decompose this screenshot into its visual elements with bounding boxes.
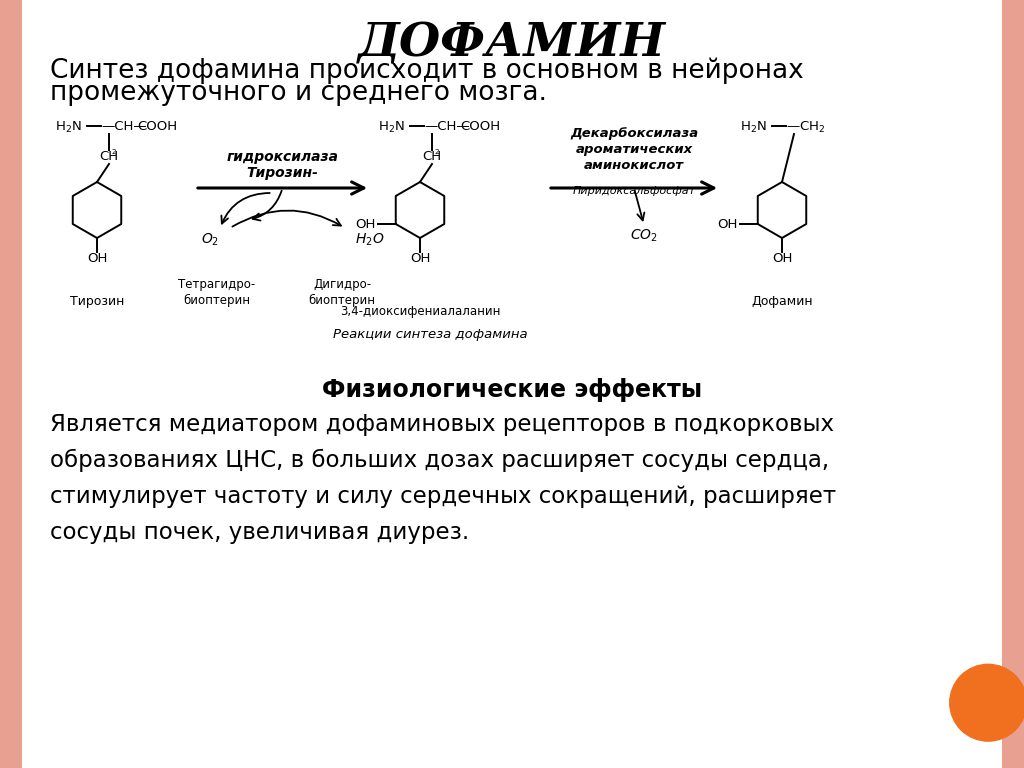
Text: Дигидро-
биоптерин: Дигидро- биоптерин xyxy=(308,278,376,307)
Text: ароматических: ароматических xyxy=(575,143,692,156)
Text: промежуточного и среднего мозга.: промежуточного и среднего мозга. xyxy=(50,80,547,106)
Text: OH: OH xyxy=(355,217,376,230)
Text: CH: CH xyxy=(99,150,118,163)
Text: Синтез дофамина происходит в основном в нейронах: Синтез дофамина происходит в основном в … xyxy=(50,58,804,84)
Text: образованиях ЦНС, в больших дозах расширяет сосуды сердца,: образованиях ЦНС, в больших дозах расшир… xyxy=(50,449,829,472)
Bar xyxy=(1002,0,1024,768)
Text: стимулирует частоту и силу сердечных сокращений, расширяет: стимулирует частоту и силу сердечных сок… xyxy=(50,485,837,508)
Text: H$_2$N: H$_2$N xyxy=(378,120,404,135)
Text: $O_2$: $O_2$ xyxy=(201,232,219,248)
Text: Дофамин: Дофамин xyxy=(752,295,813,308)
Text: COOH: COOH xyxy=(137,120,177,133)
Text: CH: CH xyxy=(422,150,441,163)
Text: 3,4-диоксифениалаланин: 3,4-диоксифениалаланин xyxy=(340,305,500,318)
Text: $_2$: $_2$ xyxy=(434,147,440,157)
Text: Является медиатором дофаминовых рецепторов в подкорковых: Является медиатором дофаминовых рецептор… xyxy=(50,413,834,436)
Text: Физиологические эффекты: Физиологические эффекты xyxy=(322,378,702,402)
Text: —CH—: —CH— xyxy=(424,120,470,133)
Text: Пиридоксальфосфат: Пиридоксальфосфат xyxy=(572,186,695,196)
Text: гидроксилаза: гидроксилаза xyxy=(226,150,339,164)
Text: —CH—: —CH— xyxy=(101,120,146,133)
Circle shape xyxy=(950,664,1024,741)
Text: OH: OH xyxy=(410,252,430,265)
Text: $H_2O$: $H_2O$ xyxy=(355,232,384,248)
Bar xyxy=(0,0,22,768)
Text: OH: OH xyxy=(87,252,108,265)
Text: Тирозин: Тирозин xyxy=(70,295,124,308)
Text: H$_2$N: H$_2$N xyxy=(740,120,767,135)
Text: Тетрагидро-
биоптерин: Тетрагидро- биоптерин xyxy=(178,278,256,307)
Text: H$_2$N: H$_2$N xyxy=(55,120,82,135)
Text: Тирозин-: Тирозин- xyxy=(247,166,318,180)
Text: Реакции синтеза дофамина: Реакции синтеза дофамина xyxy=(333,328,527,341)
Text: ДОФАМИН: ДОФАМИН xyxy=(358,20,666,66)
Text: аминокислот: аминокислот xyxy=(584,159,684,172)
Text: $_2$: $_2$ xyxy=(111,147,117,157)
Text: OH: OH xyxy=(718,217,737,230)
Text: OH: OH xyxy=(772,252,793,265)
Text: —CH$_2$: —CH$_2$ xyxy=(786,120,825,135)
Text: Декарбоксилаза: Декарбоксилаза xyxy=(570,127,698,140)
Text: $CO_2$: $CO_2$ xyxy=(630,228,657,244)
Text: COOH: COOH xyxy=(460,120,500,133)
Text: сосуды почек, увеличивая диурез.: сосуды почек, увеличивая диурез. xyxy=(50,521,469,544)
